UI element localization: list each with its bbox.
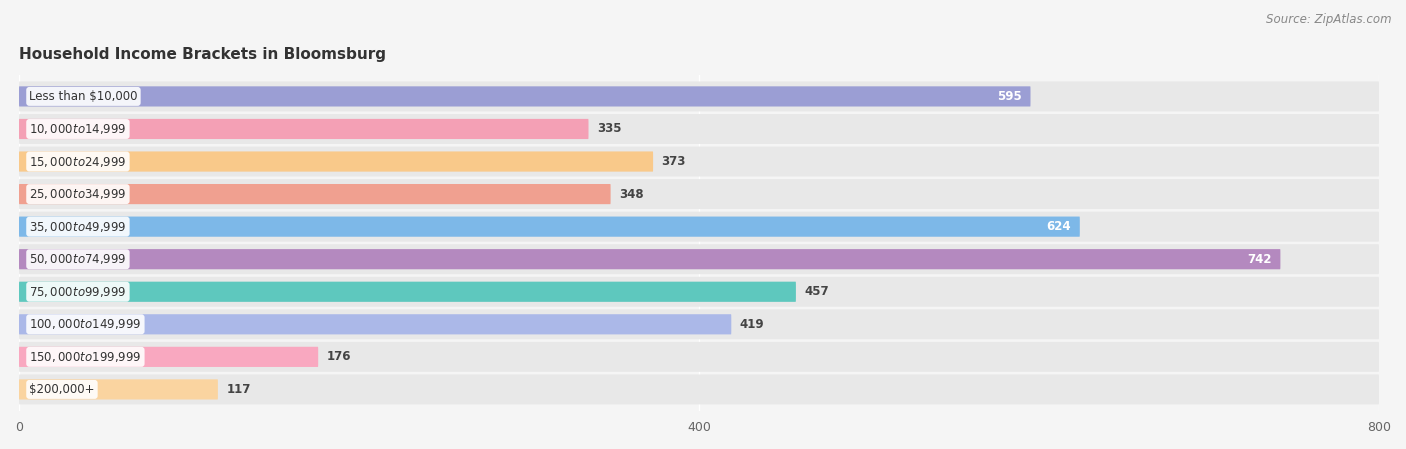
- FancyBboxPatch shape: [20, 347, 318, 367]
- FancyBboxPatch shape: [20, 151, 654, 172]
- FancyBboxPatch shape: [20, 86, 1031, 106]
- FancyBboxPatch shape: [20, 379, 218, 400]
- FancyBboxPatch shape: [20, 114, 1379, 144]
- Text: 742: 742: [1247, 253, 1272, 266]
- FancyBboxPatch shape: [20, 216, 1080, 237]
- Text: Household Income Brackets in Bloomsburg: Household Income Brackets in Bloomsburg: [20, 47, 387, 62]
- Text: $15,000 to $24,999: $15,000 to $24,999: [30, 154, 127, 168]
- FancyBboxPatch shape: [20, 179, 1379, 209]
- Text: Less than $10,000: Less than $10,000: [30, 90, 138, 103]
- FancyBboxPatch shape: [20, 244, 1379, 274]
- FancyBboxPatch shape: [20, 342, 1379, 372]
- Text: $100,000 to $149,999: $100,000 to $149,999: [30, 317, 142, 331]
- Text: 624: 624: [1046, 220, 1071, 233]
- FancyBboxPatch shape: [20, 146, 1379, 176]
- FancyBboxPatch shape: [20, 249, 1281, 269]
- Text: 176: 176: [326, 350, 352, 363]
- FancyBboxPatch shape: [20, 314, 731, 335]
- Text: $35,000 to $49,999: $35,000 to $49,999: [30, 220, 127, 233]
- Text: $75,000 to $99,999: $75,000 to $99,999: [30, 285, 127, 299]
- FancyBboxPatch shape: [20, 184, 610, 204]
- Text: 595: 595: [997, 90, 1022, 103]
- FancyBboxPatch shape: [20, 211, 1379, 242]
- Text: 117: 117: [226, 383, 250, 396]
- FancyBboxPatch shape: [20, 81, 1379, 111]
- FancyBboxPatch shape: [20, 282, 796, 302]
- Text: $10,000 to $14,999: $10,000 to $14,999: [30, 122, 127, 136]
- Text: 348: 348: [619, 188, 644, 201]
- Text: $150,000 to $199,999: $150,000 to $199,999: [30, 350, 142, 364]
- Text: $200,000+: $200,000+: [30, 383, 94, 396]
- FancyBboxPatch shape: [20, 119, 589, 139]
- Text: 457: 457: [804, 285, 830, 298]
- Text: $25,000 to $34,999: $25,000 to $34,999: [30, 187, 127, 201]
- FancyBboxPatch shape: [20, 309, 1379, 339]
- FancyBboxPatch shape: [20, 277, 1379, 307]
- Text: Source: ZipAtlas.com: Source: ZipAtlas.com: [1267, 13, 1392, 26]
- FancyBboxPatch shape: [20, 374, 1379, 405]
- Text: 335: 335: [598, 123, 621, 136]
- Text: 419: 419: [740, 318, 765, 331]
- Text: $50,000 to $74,999: $50,000 to $74,999: [30, 252, 127, 266]
- Text: 373: 373: [662, 155, 686, 168]
